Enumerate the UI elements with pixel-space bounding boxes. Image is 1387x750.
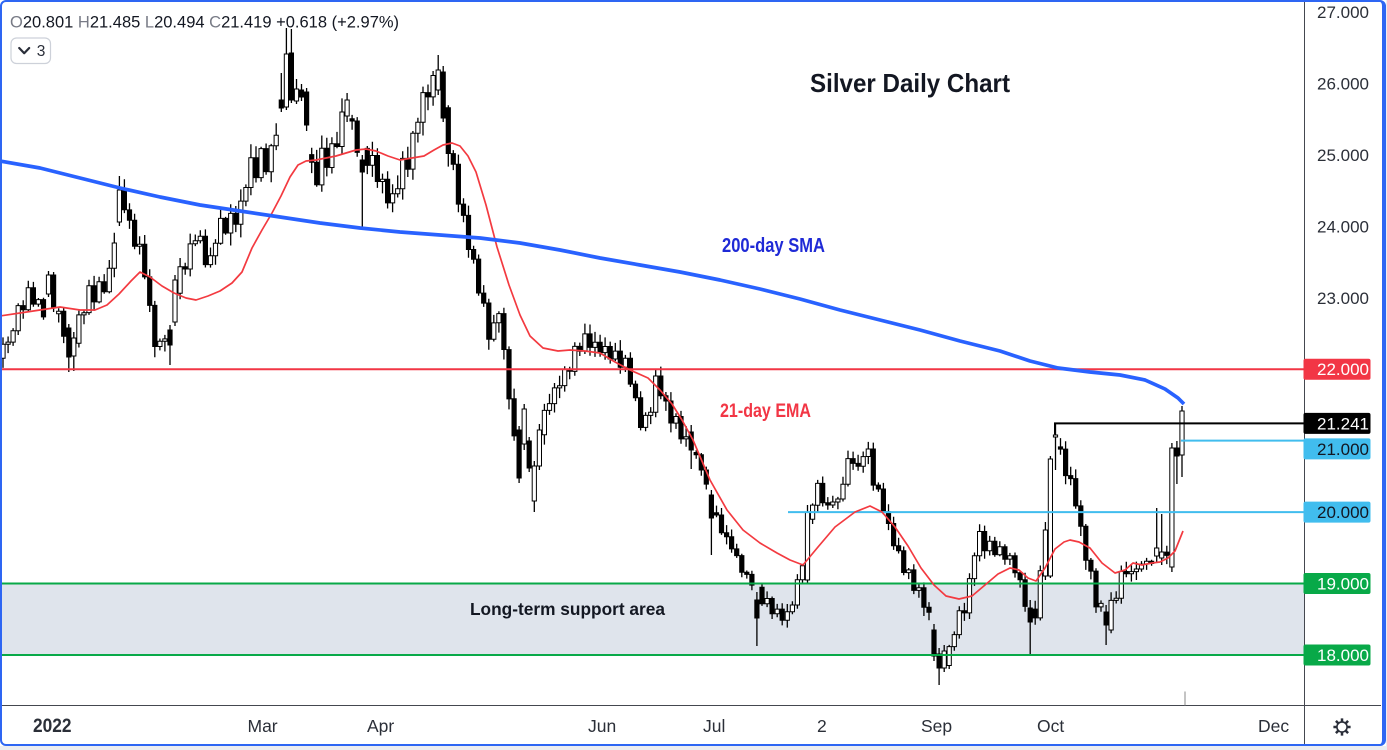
svg-text:Jul: Jul [703,716,725,736]
svg-text:26.000: 26.000 [1317,74,1369,93]
svg-text:23.000: 23.000 [1317,289,1369,308]
svg-text:O20.801 H21.485 L20.494 C21.41: O20.801 H21.485 L20.494 C21.419 +0.618 (… [10,14,399,32]
svg-text:Apr: Apr [367,716,394,736]
svg-text:19.000: 19.000 [1317,575,1369,594]
svg-text:3: 3 [37,43,46,60]
svg-text:24.000: 24.000 [1317,217,1369,236]
svg-text:Jun: Jun [588,716,616,736]
svg-text:Silver Daily Chart: Silver Daily Chart [810,68,1010,98]
svg-text:20.000: 20.000 [1317,503,1369,522]
svg-text:21.241: 21.241 [1317,414,1369,433]
svg-text:21-day EMA: 21-day EMA [720,401,811,422]
svg-text:22.000: 22.000 [1317,360,1369,379]
svg-text:200-day SMA: 200-day SMA [722,235,825,257]
svg-text:2: 2 [817,716,827,736]
svg-text:18.000: 18.000 [1317,646,1369,665]
svg-text:Mar: Mar [248,716,278,736]
svg-text:25.000: 25.000 [1317,146,1369,165]
svg-text:Dec: Dec [1258,716,1289,736]
svg-text:21.000: 21.000 [1317,440,1369,459]
svg-text:2022: 2022 [33,716,72,737]
svg-text:Sep: Sep [921,716,952,736]
svg-text:Long-term support area: Long-term support area [470,599,665,619]
svg-text:Oct: Oct [1037,716,1064,736]
svg-text:27.000: 27.000 [1317,3,1369,22]
